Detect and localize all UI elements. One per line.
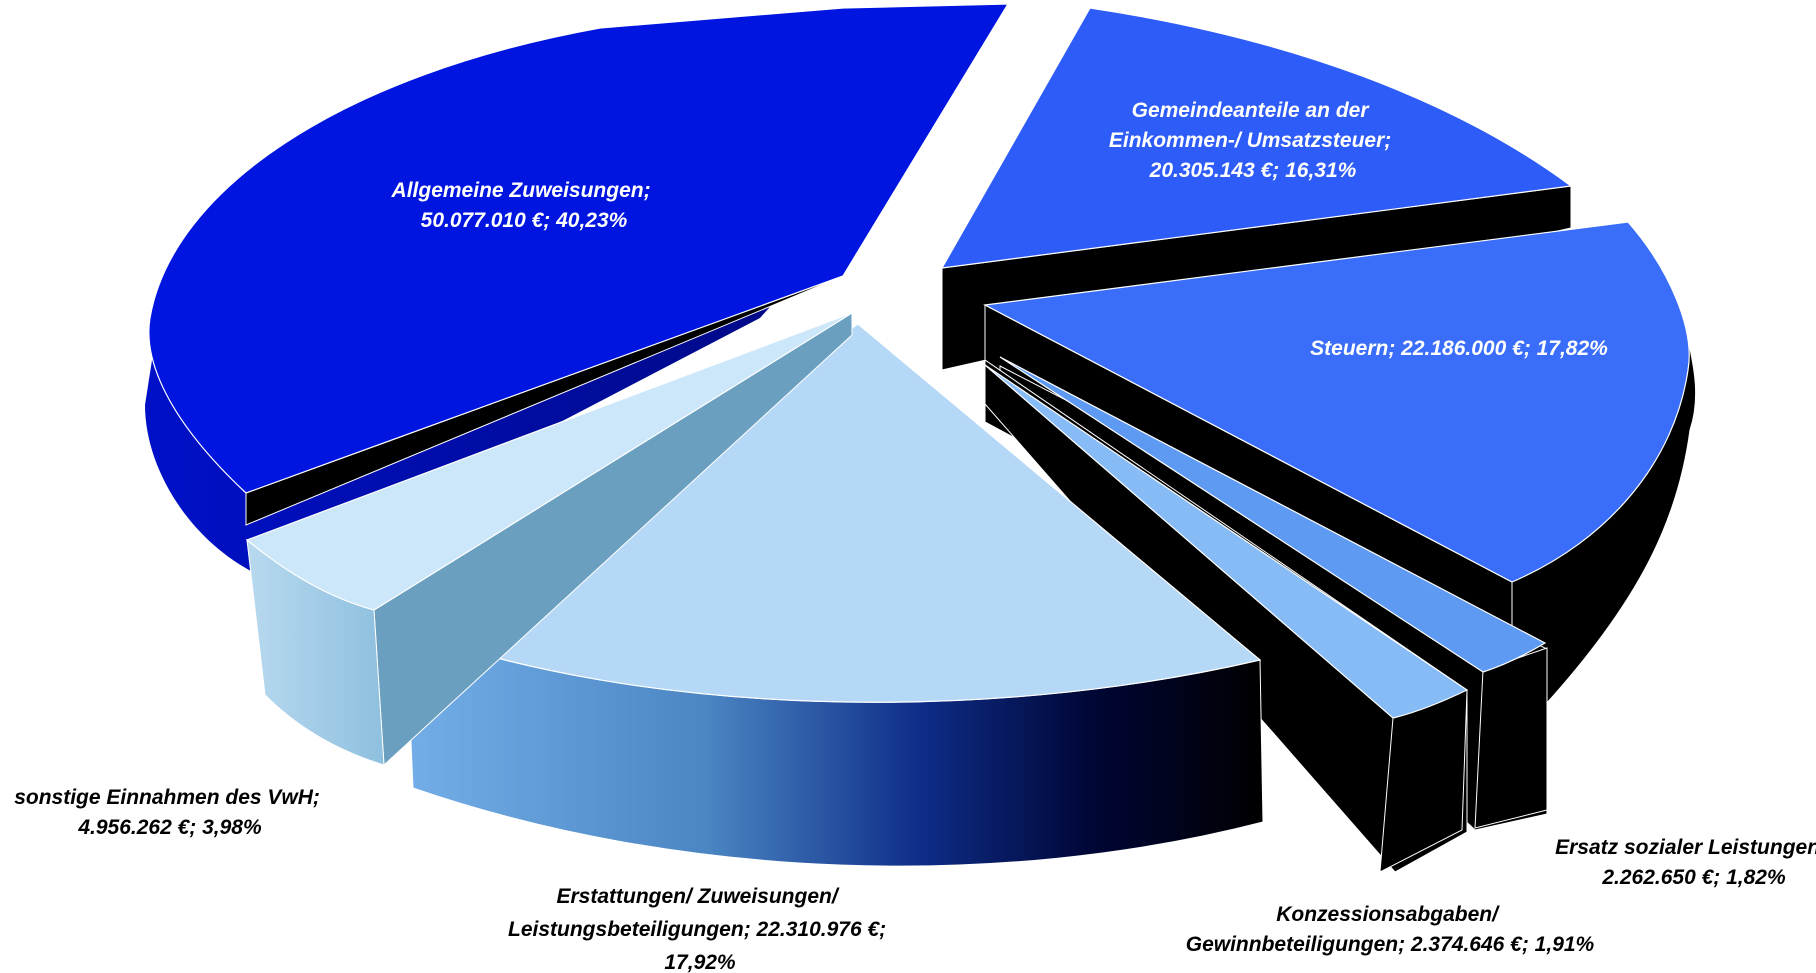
slice-gemeindeanteile-top	[940, 7, 1573, 269]
label-sonstige: sonstige Einnahmen des VwH; 4.956.262 €;…	[14, 786, 326, 839]
label-allgemeine-line-2: 50.077.010 €; 40,23%	[421, 209, 628, 232]
slice-konzession-wall	[984, 359, 1468, 873]
slice-allgemeine	[145, 3, 1010, 577]
slice-konzession-top	[984, 364, 1469, 719]
label-allgemeine: Allgemeine Zuweisungen; 50.077.010 €; 40…	[391, 179, 657, 232]
label-ersatz: Ersatz sozialer Leistungen; 2.262.650 €;…	[1555, 836, 1816, 889]
label-allgemeine-line-1: Allgemeine Zuweisungen;	[391, 179, 651, 202]
slice-sonstige-top	[245, 312, 853, 611]
label-gemeindeanteile: Gemeindeanteile an der Einkommen-/ Umsat…	[1109, 99, 1397, 182]
label-erstattungen-line-3: 17,92%	[664, 951, 736, 973]
slice-sonstige	[245, 312, 853, 767]
label-ersatz-line-1: Ersatz sozialer Leistungen;	[1555, 836, 1816, 859]
slice-allgemeine-rim	[842, 3, 1009, 277]
slice-erstattungen	[404, 323, 1264, 867]
label-ersatz-line-2: 2.262.650 €; 1,82%	[1601, 866, 1786, 889]
label-sonstige-line-1: sonstige Einnahmen des VwH;	[14, 786, 320, 809]
slice-allgemeine-top	[148, 3, 1010, 494]
label-steuern: Steuern; 22.186.000 €; 17,82%	[1310, 337, 1608, 360]
label-erstattungen-line-2: Leistungsbeteiligungen; 22.310.976 €;	[508, 918, 886, 941]
label-gemeindeanteile-line-1: Gemeindeanteile an der	[1132, 99, 1371, 122]
label-erstattungen-line-1: Erstattungen/ Zuweisungen/	[556, 885, 839, 908]
label-steuern-line-1: Steuern; 22.186.000 €; 17,82%	[1310, 337, 1608, 360]
label-erstattungen: Erstattungen/ Zuweisungen/ Leistungsbete…	[508, 885, 892, 973]
slice-ersatz-top	[999, 356, 1547, 673]
label-konzession: Konzessionsabgaben/ Gewinnbeteiligungen;…	[1186, 903, 1595, 956]
label-gemeindeanteile-line-2: Einkommen-/ Umsatzsteuer;	[1109, 129, 1391, 152]
slice-steuern-top	[983, 221, 1690, 583]
label-konzession-line-1: Konzessionsabgaben/	[1276, 903, 1500, 926]
slice-konzession	[984, 359, 1469, 873]
label-konzession-line-2: Gewinnbeteiligungen; 2.374.646 €; 1,91%	[1186, 933, 1595, 956]
label-sonstige-line-2: 4.956.262 €; 3,98%	[77, 816, 262, 839]
label-gemeindeanteile-line-3: 20.305.143 €; 16,31%	[1149, 159, 1357, 182]
slice-ersatz-side	[1474, 647, 1548, 829]
